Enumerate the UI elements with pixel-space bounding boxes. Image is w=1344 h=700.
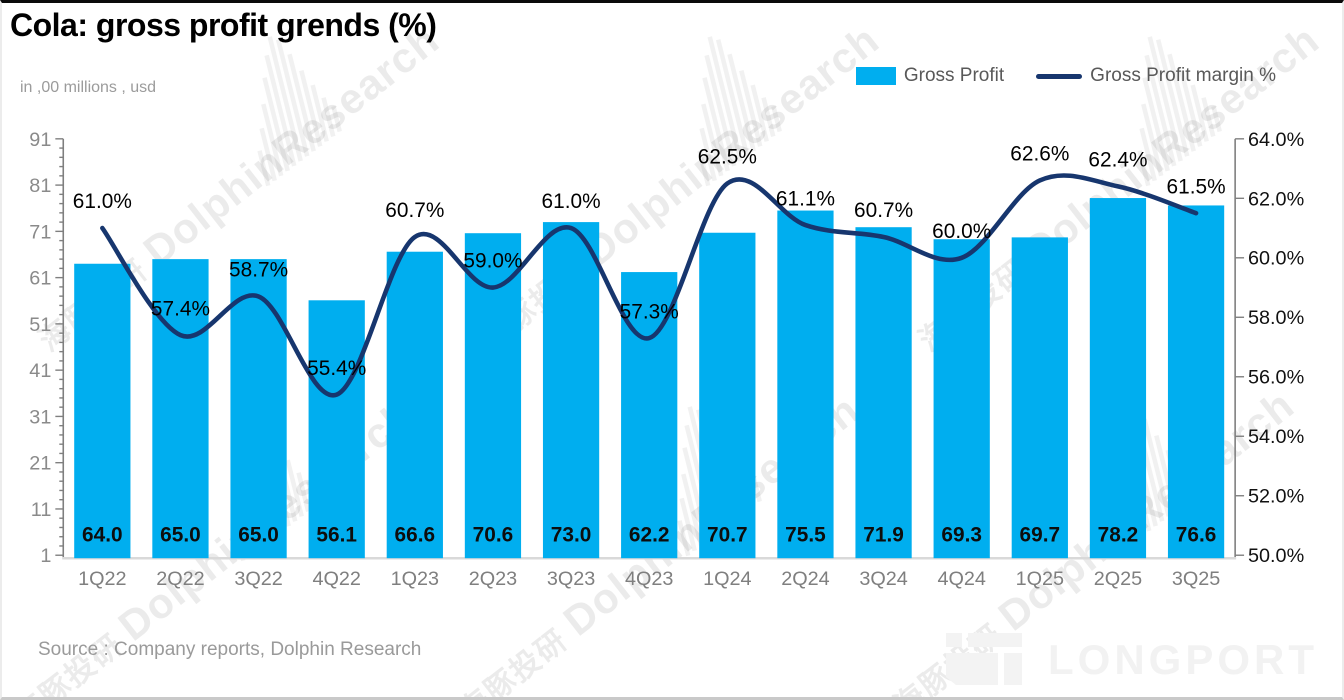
margin-point-label: 57.3%	[620, 300, 679, 323]
margin-point-label: 62.6%	[1010, 143, 1069, 166]
gross-profit-bar	[1089, 198, 1147, 559]
x-axis-category-label: 4Q23	[625, 568, 673, 590]
x-axis-category-label: 3Q22	[234, 568, 282, 590]
x-axis-category-label: 1Q25	[1016, 568, 1064, 590]
bar-value-label: 78.2	[1098, 523, 1139, 546]
right-axis-tick-label: 64.0%	[1248, 129, 1304, 151]
margin-point-label: 58.7%	[229, 259, 288, 282]
margin-point-label: 60.7%	[385, 199, 444, 222]
x-axis-category-label: 3Q23	[547, 568, 595, 590]
x-axis-category-label: 1Q22	[78, 568, 126, 590]
right-axis-tick-label: 60.0%	[1248, 248, 1304, 270]
gross-profit-bar	[1167, 205, 1225, 559]
left-axis-tick-label: 21	[29, 453, 51, 475]
margin-point-label: 59.0%	[463, 250, 522, 273]
right-axis-tick-label: 54.0%	[1248, 426, 1304, 448]
margin-point-label: 61.0%	[542, 190, 601, 213]
gross-profit-margin-line	[100, 173, 1199, 398]
bar-value-label: 65.0	[160, 523, 201, 546]
margin-point-label: 61.1%	[776, 187, 835, 210]
left-axis-tick-label: 51	[29, 314, 51, 336]
left-axis-tick-label: 91	[29, 129, 51, 151]
margin-point-label: 61.0%	[73, 190, 132, 213]
x-axis-category-label: 3Q24	[859, 568, 907, 590]
right-axis-tick-label: 50.0%	[1248, 545, 1304, 567]
bar-value-label: 75.5	[785, 523, 826, 546]
margin-point-label: 62.5%	[698, 146, 757, 169]
x-axis-category-label: 2Q25	[1094, 568, 1142, 590]
gross-profit-bar	[74, 263, 131, 559]
bar-value-label: 64.0	[82, 523, 123, 546]
gross-profit-bar	[464, 233, 522, 559]
bar-value-label: 71.9	[863, 523, 904, 546]
right-axis-tick-label: 56.0%	[1248, 367, 1304, 389]
gross-profit-bar	[933, 239, 990, 559]
bar-value-label: 66.6	[395, 523, 436, 546]
margin-point-label: 60.7%	[854, 199, 913, 222]
x-axis-category-label: 3Q25	[1172, 568, 1220, 590]
gross-profit-bar	[308, 300, 365, 559]
margin-point-label: 60.0%	[932, 220, 991, 243]
margin-point-label: 57.4%	[151, 297, 210, 320]
bar-value-label: 70.7	[707, 523, 748, 546]
bar-value-label: 76.6	[1176, 523, 1217, 546]
left-axis-tick-label: 61	[29, 268, 51, 290]
bar-value-label: 69.3	[941, 523, 982, 546]
x-axis-category-label: 4Q22	[312, 568, 360, 590]
left-axis-tick-label: 81	[29, 175, 51, 197]
bar-value-label: 56.1	[316, 523, 357, 546]
margin-point-label: 62.4%	[1088, 149, 1147, 172]
x-axis-category-label: 4Q24	[937, 568, 985, 590]
gross-profit-bar	[777, 210, 834, 559]
x-axis-category-label: 2Q22	[156, 568, 204, 590]
margin-point-label: 55.4%	[307, 357, 366, 380]
bar-value-label: 73.0	[551, 523, 592, 546]
x-axis-category-label: 1Q24	[703, 568, 751, 590]
x-axis-category-label: 2Q24	[781, 568, 829, 590]
gross-profit-bar	[1011, 237, 1068, 559]
x-axis-category-label: 1Q23	[391, 568, 439, 590]
right-axis-tick-label: 62.0%	[1248, 188, 1304, 210]
left-axis-tick-label: 1	[40, 545, 51, 567]
left-axis-tick-label: 11	[31, 499, 52, 521]
gross-profit-bar	[230, 259, 287, 559]
left-axis-tick-label: 31	[29, 406, 51, 428]
chart-plot: 918171615141312111164.0%62.0%60.0%58.0%5…	[29, 129, 1304, 590]
bar-value-label: 70.6	[473, 523, 514, 546]
right-axis-tick-label: 52.0%	[1248, 486, 1304, 508]
bar-value-label: 62.2	[629, 523, 670, 546]
bar-value-label: 65.0	[238, 523, 279, 546]
bar-value-label: 69.7	[1020, 523, 1061, 546]
x-axis-category-label: 2Q23	[469, 568, 517, 590]
gross-profit-bar	[152, 259, 209, 559]
left-axis-tick-label: 71	[29, 221, 51, 243]
right-axis-tick-label: 58.0%	[1248, 307, 1304, 329]
gross-profit-bar	[855, 227, 912, 559]
margin-point-label: 61.5%	[1167, 175, 1226, 198]
gross-profit-bar	[542, 222, 600, 559]
left-axis-tick-label: 41	[29, 360, 51, 382]
gross-profit-bar	[699, 232, 756, 559]
gross-profit-bar	[386, 251, 443, 559]
